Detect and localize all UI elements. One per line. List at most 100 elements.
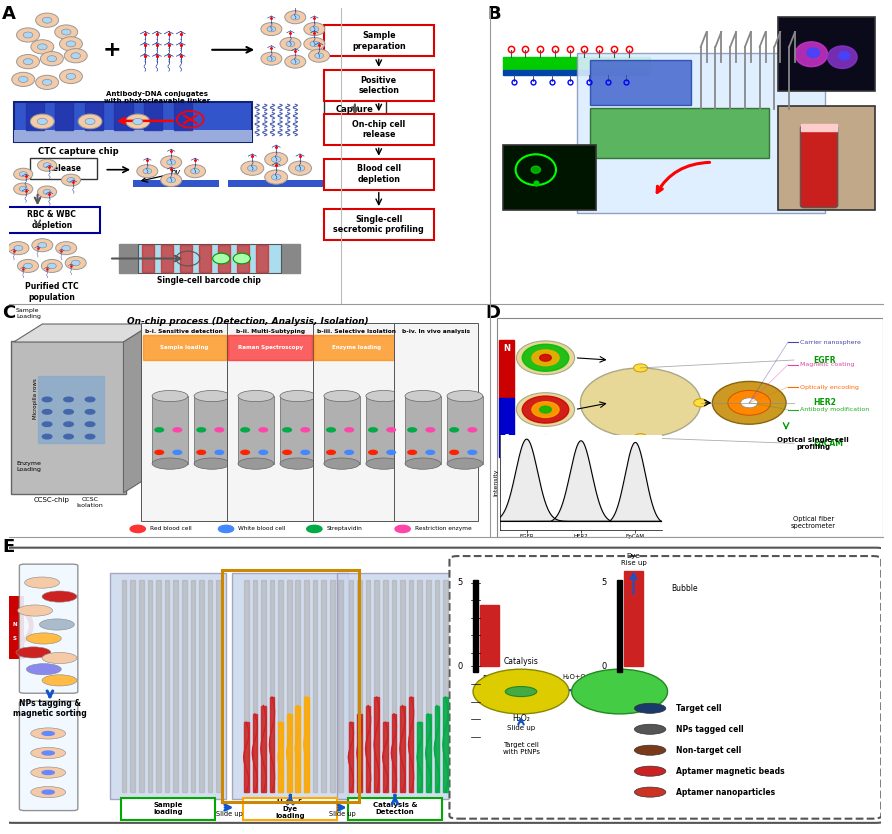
Circle shape	[265, 170, 287, 184]
Bar	[85, 103, 103, 130]
Circle shape	[516, 435, 574, 470]
Circle shape	[155, 450, 163, 455]
FancyBboxPatch shape	[324, 209, 434, 240]
Circle shape	[426, 450, 434, 455]
Circle shape	[197, 428, 205, 432]
Bar	[383, 580, 388, 792]
Bar	[405, 396, 441, 464]
Bar	[256, 245, 268, 272]
Circle shape	[85, 118, 95, 124]
Circle shape	[136, 164, 158, 178]
Text: C: C	[2, 304, 15, 322]
Text: Antibody modification: Antibody modification	[799, 407, 869, 412]
Text: N: N	[503, 344, 510, 354]
Circle shape	[27, 633, 62, 644]
Bar	[165, 580, 169, 792]
Bar	[199, 245, 211, 272]
Ellipse shape	[238, 458, 274, 470]
FancyBboxPatch shape	[591, 108, 769, 158]
Bar	[142, 245, 153, 272]
Bar	[366, 706, 370, 792]
Bar	[194, 396, 230, 464]
Circle shape	[301, 450, 310, 455]
Bar	[392, 714, 396, 792]
Circle shape	[309, 49, 330, 63]
Circle shape	[36, 75, 59, 89]
Circle shape	[42, 591, 77, 602]
Circle shape	[233, 254, 251, 264]
Text: Single-cell barcode chip: Single-cell barcode chip	[157, 276, 261, 285]
Circle shape	[18, 605, 53, 616]
Circle shape	[289, 161, 311, 175]
Text: S: S	[13, 636, 17, 641]
Circle shape	[291, 14, 300, 20]
Bar	[349, 722, 353, 792]
Circle shape	[25, 577, 60, 588]
Bar	[304, 697, 309, 792]
Circle shape	[581, 368, 701, 438]
Bar	[295, 580, 300, 792]
Text: Optical single-cell
profiling: Optical single-cell profiling	[777, 437, 849, 450]
Bar	[409, 697, 413, 792]
Text: CCSC
Isolation: CCSC Isolation	[77, 497, 103, 508]
Circle shape	[67, 178, 75, 183]
Text: Catalysis: Catalysis	[504, 657, 539, 666]
Circle shape	[728, 390, 771, 415]
Bar	[180, 245, 192, 272]
Circle shape	[468, 428, 476, 432]
Circle shape	[450, 428, 458, 432]
Circle shape	[42, 771, 54, 775]
Bar	[199, 580, 203, 792]
Circle shape	[161, 173, 182, 187]
Circle shape	[516, 341, 574, 374]
Circle shape	[838, 52, 850, 60]
Circle shape	[532, 402, 559, 418]
Circle shape	[368, 450, 377, 455]
Bar	[426, 714, 431, 792]
Bar	[137, 244, 281, 274]
Circle shape	[37, 118, 47, 124]
Bar	[409, 580, 413, 792]
Text: EpCAM: EpCAM	[814, 439, 843, 448]
Circle shape	[247, 165, 257, 171]
Bar	[287, 714, 292, 792]
Circle shape	[66, 41, 76, 47]
Circle shape	[31, 40, 54, 54]
Text: Blood cell
depletion: Blood cell depletion	[357, 164, 401, 183]
Bar	[143, 335, 226, 360]
Text: Aptamer magnetic beads: Aptamer magnetic beads	[676, 766, 785, 776]
Ellipse shape	[447, 458, 483, 470]
Circle shape	[17, 54, 39, 68]
Text: A: A	[2, 5, 16, 23]
Circle shape	[286, 41, 295, 47]
Text: 0: 0	[458, 662, 463, 671]
Text: Raman Spectroscopy: Raman Spectroscopy	[237, 345, 302, 350]
Bar	[252, 714, 257, 792]
Circle shape	[42, 409, 52, 414]
Circle shape	[71, 53, 80, 58]
Bar	[37, 376, 104, 444]
Text: Enzyme loading: Enzyme loading	[332, 345, 381, 350]
Circle shape	[42, 790, 54, 794]
Bar	[324, 396, 359, 464]
Circle shape	[167, 159, 176, 165]
Circle shape	[540, 449, 551, 455]
Text: CTC subtypes: CTC subtypes	[522, 477, 569, 483]
Circle shape	[130, 525, 145, 533]
Circle shape	[23, 32, 33, 38]
Bar	[401, 580, 405, 792]
Circle shape	[283, 428, 292, 432]
Text: Carrier nanosphere: Carrier nanosphere	[799, 339, 861, 344]
Circle shape	[426, 428, 434, 432]
Circle shape	[307, 525, 322, 533]
Text: E: E	[2, 538, 14, 556]
Bar	[13, 102, 252, 142]
Circle shape	[62, 245, 70, 251]
Bar	[624, 571, 643, 666]
Text: b-i. Sensitive detection: b-i. Sensitive detection	[145, 329, 223, 334]
Bar	[779, 18, 875, 91]
Bar	[217, 580, 221, 792]
Circle shape	[60, 69, 82, 83]
Circle shape	[285, 11, 306, 23]
Ellipse shape	[194, 390, 230, 402]
